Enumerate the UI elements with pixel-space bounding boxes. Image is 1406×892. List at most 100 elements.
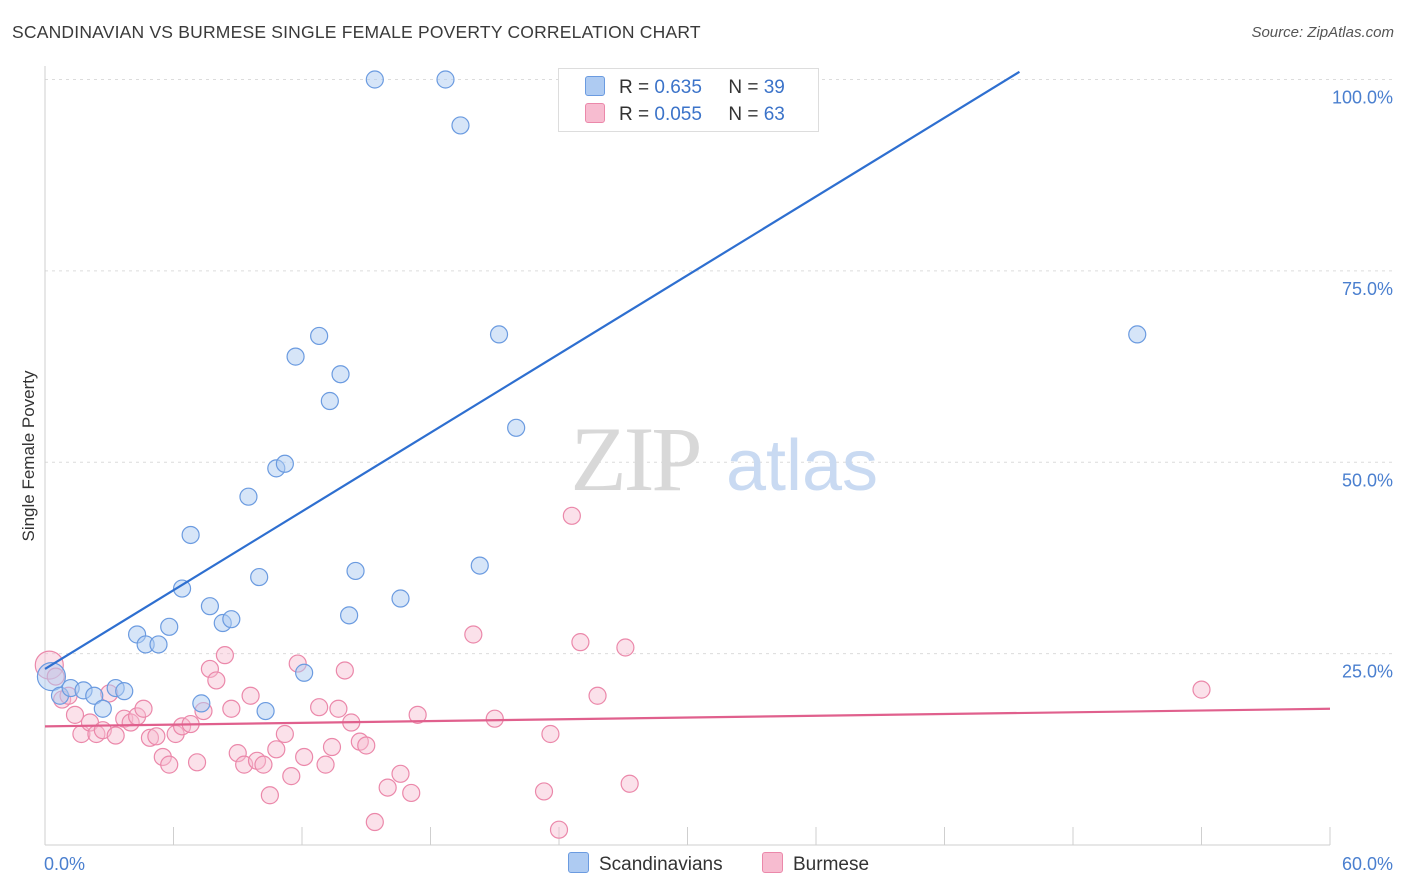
burmese-point xyxy=(254,755,273,774)
scandinavians-point xyxy=(222,610,241,629)
burmese-point xyxy=(282,767,301,786)
burmese-point xyxy=(485,709,504,728)
scandinavians-point xyxy=(365,70,384,89)
legend-n-value: 63 xyxy=(763,104,785,125)
source-label: Source: ZipAtlas.com xyxy=(1251,24,1394,41)
scandinavians-point xyxy=(331,365,350,384)
x-tick-label-min: 0.0% xyxy=(44,854,85,874)
burmese-point xyxy=(207,671,226,690)
burmese-point xyxy=(187,753,207,772)
scandinavians-point xyxy=(286,347,305,366)
watermark-atlas: atlas xyxy=(726,426,878,506)
scandinavians-point xyxy=(172,579,192,598)
scandinavians-point xyxy=(451,116,470,135)
bottom-legend-scandinavians: Scandinavians xyxy=(568,852,723,876)
burmese-point xyxy=(160,755,179,774)
burmese-point xyxy=(215,646,234,665)
tick-labels: 25.0% 50.0% 75.0% 100.0% 0.0% 60.0% xyxy=(44,88,1393,875)
burmese-point xyxy=(134,699,153,718)
legend-swatch-burmese xyxy=(585,103,605,123)
burmese-point xyxy=(408,705,427,724)
legend-row-burmese: R = 0.055 N = 63 xyxy=(585,103,785,127)
burmese-point xyxy=(140,728,160,747)
burmese-point xyxy=(275,724,294,744)
scandinavians-points xyxy=(36,70,1147,721)
watermark: ZIP atlas xyxy=(571,408,879,510)
scandinavians-point xyxy=(256,701,275,721)
burmese-point xyxy=(295,747,314,767)
burmese-trend-line xyxy=(44,707,1331,728)
burmese-point xyxy=(228,744,247,763)
legend-n-label: N = xyxy=(728,104,759,125)
legend-r-value: 0.635 xyxy=(654,77,702,98)
scandinavians-point xyxy=(470,556,489,575)
chart-title: SCANDINAVIAN VS BURMESE SINGLE FEMALE PO… xyxy=(12,22,701,42)
scandinavians-point xyxy=(275,454,294,473)
legend-swatch-scandinavians xyxy=(585,76,605,96)
scandinavians-point xyxy=(200,597,220,616)
scandinavians-point xyxy=(115,682,134,701)
stats-legend: R = 0.635 N = 39 R = 0.055 N = 63 xyxy=(558,68,819,132)
axes xyxy=(44,66,1331,846)
burmese-point xyxy=(620,774,639,793)
scandinavians-point xyxy=(391,589,410,608)
burmese-point xyxy=(1192,680,1211,699)
legend-row-scandinavians: R = 0.635 N = 39 xyxy=(585,76,785,100)
scandinavians-trend-line xyxy=(44,70,1021,670)
burmese-point xyxy=(322,737,342,757)
scandinavians-point xyxy=(93,699,112,718)
burmese-point xyxy=(147,727,166,746)
burmese-point xyxy=(200,659,220,679)
burmese-point xyxy=(329,699,348,718)
scandinavians-point xyxy=(239,487,258,506)
burmese-point xyxy=(267,740,286,759)
scandinavians-point xyxy=(489,325,509,344)
legend-r-value: 0.055 xyxy=(654,104,702,125)
burmese-point xyxy=(378,778,397,797)
grid-lines xyxy=(45,79,1395,655)
burmese-point xyxy=(222,699,241,718)
legend-r-label: R = xyxy=(619,77,650,98)
y-axis-label: Single Female Poverty xyxy=(19,370,38,542)
scandinavians-point xyxy=(250,567,269,587)
burmese-point xyxy=(241,686,260,705)
burmese-points xyxy=(34,506,1211,839)
legend-r-label: R = xyxy=(619,104,650,125)
burmese-point xyxy=(616,638,635,657)
legend-n-value: 39 xyxy=(763,77,785,98)
burmese-point xyxy=(562,506,581,525)
scandinavians-point xyxy=(340,606,359,625)
y-tick-label-100: 100.0% xyxy=(1332,88,1393,108)
scandinavians-point xyxy=(192,694,211,713)
bottom-legend-burmese: Burmese xyxy=(762,852,869,876)
burmese-point xyxy=(310,698,329,717)
scandinavians-point xyxy=(436,70,455,89)
burmese-point xyxy=(357,736,376,755)
legend-n-label: N = xyxy=(728,77,759,98)
scandinavians-point xyxy=(181,525,200,545)
y-tick-label-75: 75.0% xyxy=(1342,279,1393,299)
bottom-legend-swatch-scandinavians xyxy=(568,852,589,873)
scandinavians-point xyxy=(346,561,365,581)
scandinavians-point xyxy=(295,663,314,682)
burmese-point xyxy=(571,633,590,652)
burmese-point xyxy=(541,724,560,744)
scandinavians-point xyxy=(36,661,67,692)
burmese-point xyxy=(260,786,279,805)
burmese-point xyxy=(335,661,354,680)
burmese-point xyxy=(588,686,607,705)
bottom-legend-label-scandinavians: Scandinavians xyxy=(599,854,723,875)
scandinavians-point xyxy=(1128,325,1147,344)
scandinavians-point xyxy=(149,635,168,654)
scandinavians-point xyxy=(320,391,339,411)
burmese-point xyxy=(65,705,85,724)
burmese-point xyxy=(106,726,125,745)
burmese-point xyxy=(549,820,569,839)
scandinavians-point xyxy=(507,418,526,437)
trend-lines xyxy=(44,70,1331,728)
x-tick-label-max: 60.0% xyxy=(1342,854,1393,874)
y-tick-label-25: 25.0% xyxy=(1342,662,1393,682)
y-tick-label-50: 50.0% xyxy=(1342,470,1393,490)
burmese-point xyxy=(464,625,483,644)
